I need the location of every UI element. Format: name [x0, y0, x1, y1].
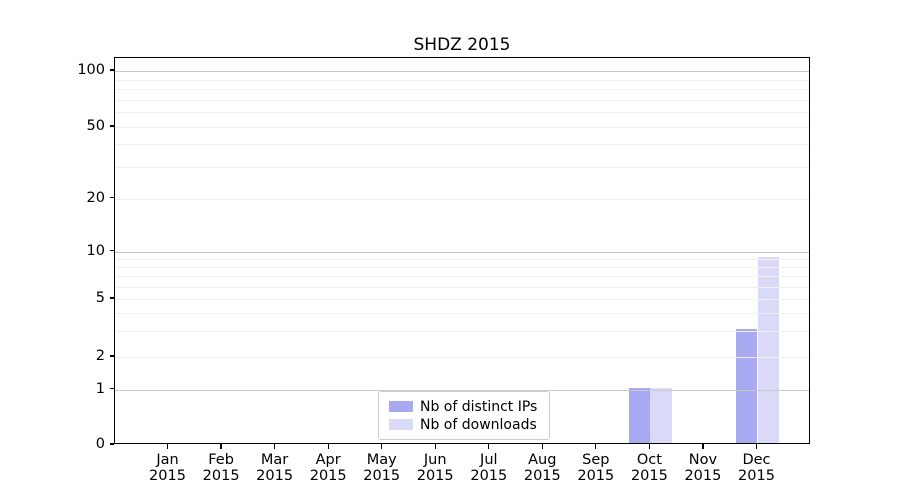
x-tick-mark	[381, 444, 383, 449]
y-tick-mark	[109, 249, 114, 252]
gridline-y-30	[115, 166, 809, 168]
legend-label: Nb of downloads	[420, 416, 537, 433]
bar-oct-downloads	[650, 387, 672, 443]
legend-label: Nb of distinct IPs	[420, 398, 538, 415]
gridline-y-8	[115, 266, 809, 268]
y-tick-label: 10	[86, 242, 105, 259]
x-tick-label-aug: Aug 2015	[523, 452, 561, 485]
gridline-y-5	[115, 299, 809, 300]
y-tick-label: 2	[95, 348, 105, 364]
legend-row: Nb of downloads	[389, 416, 537, 433]
x-tick-label-feb: Feb 2015	[202, 452, 240, 485]
y-tick-mark	[109, 196, 114, 199]
gridline-y-90	[115, 79, 809, 81]
gridline-y-7	[115, 275, 809, 277]
legend: Nb of distinct IPs Nb of downloads	[378, 391, 551, 440]
x-tick-mark	[434, 444, 436, 449]
x-tick-label-jun: Jun 2015	[416, 452, 454, 485]
y-tick-label: 20	[86, 189, 105, 206]
x-tick-label-sep: Sep 2015	[577, 452, 615, 485]
x-tick-mark	[166, 444, 169, 449]
x-tick-label-jul: Jul 2015	[470, 452, 508, 485]
x-tick-mark	[595, 444, 597, 449]
gridline-y-6	[115, 286, 809, 288]
x-tick-label-nov: Nov 2015	[684, 452, 722, 485]
x-tick-label-may: May 2015	[363, 452, 401, 485]
gridline-y-9	[115, 258, 809, 260]
y-tick-label: 5	[95, 290, 105, 306]
gridline-y-70	[115, 99, 809, 101]
gridline-y-4	[115, 313, 809, 315]
legend-swatch-icon	[389, 419, 413, 430]
x-tick-label-apr: Apr 2015	[309, 452, 347, 485]
chart-title: SHDZ 2015	[413, 35, 511, 55]
gridline-y-50	[115, 127, 809, 128]
gridline-y-3	[115, 331, 809, 333]
x-tick-label-jan: Jan 2015	[149, 452, 186, 485]
x-tick-mark	[648, 444, 650, 449]
x-tick-mark	[702, 444, 704, 449]
gridline-y-1	[115, 389, 809, 391]
x-tick-mark	[755, 444, 758, 449]
gridline-y-2	[115, 357, 809, 358]
plot-area	[114, 57, 810, 444]
legend-row: Nb of distinct IPs	[389, 398, 537, 415]
bar-oct-distinct-ips	[629, 387, 651, 443]
x-tick-mark	[327, 444, 329, 449]
gridline-y-20	[115, 198, 809, 200]
gridline-y-40	[115, 144, 809, 146]
gridline-y-80	[115, 89, 809, 90]
x-tick-label-mar: Mar 2015	[256, 452, 294, 485]
y-tick-label: 1	[95, 380, 105, 397]
y-tick-label: 0	[95, 436, 105, 452]
x-tick-label-oct: Oct 2015	[630, 452, 668, 485]
y-tick-mark	[109, 69, 114, 71]
x-tick-mark	[541, 444, 543, 449]
gridline-y-10	[115, 251, 809, 253]
x-tick-mark	[274, 444, 276, 449]
y-tick-label: 50	[86, 118, 105, 134]
x-tick-mark	[488, 444, 490, 449]
x-tick-mark	[220, 444, 222, 449]
y-tick-mark	[109, 443, 114, 445]
grid-layer	[115, 58, 809, 443]
y-tick-mark	[109, 355, 114, 357]
y-tick-label: 100	[77, 62, 105, 78]
x-tick-label-dec: Dec 2015	[738, 452, 775, 485]
y-tick-mark	[109, 125, 114, 127]
y-tick-mark	[109, 297, 114, 299]
gridline-y-60	[115, 112, 809, 114]
y-tick-mark	[109, 387, 114, 390]
legend-swatch-icon	[389, 401, 413, 412]
bar-dec-downloads	[757, 256, 779, 443]
gridline-y-100	[115, 71, 809, 72]
